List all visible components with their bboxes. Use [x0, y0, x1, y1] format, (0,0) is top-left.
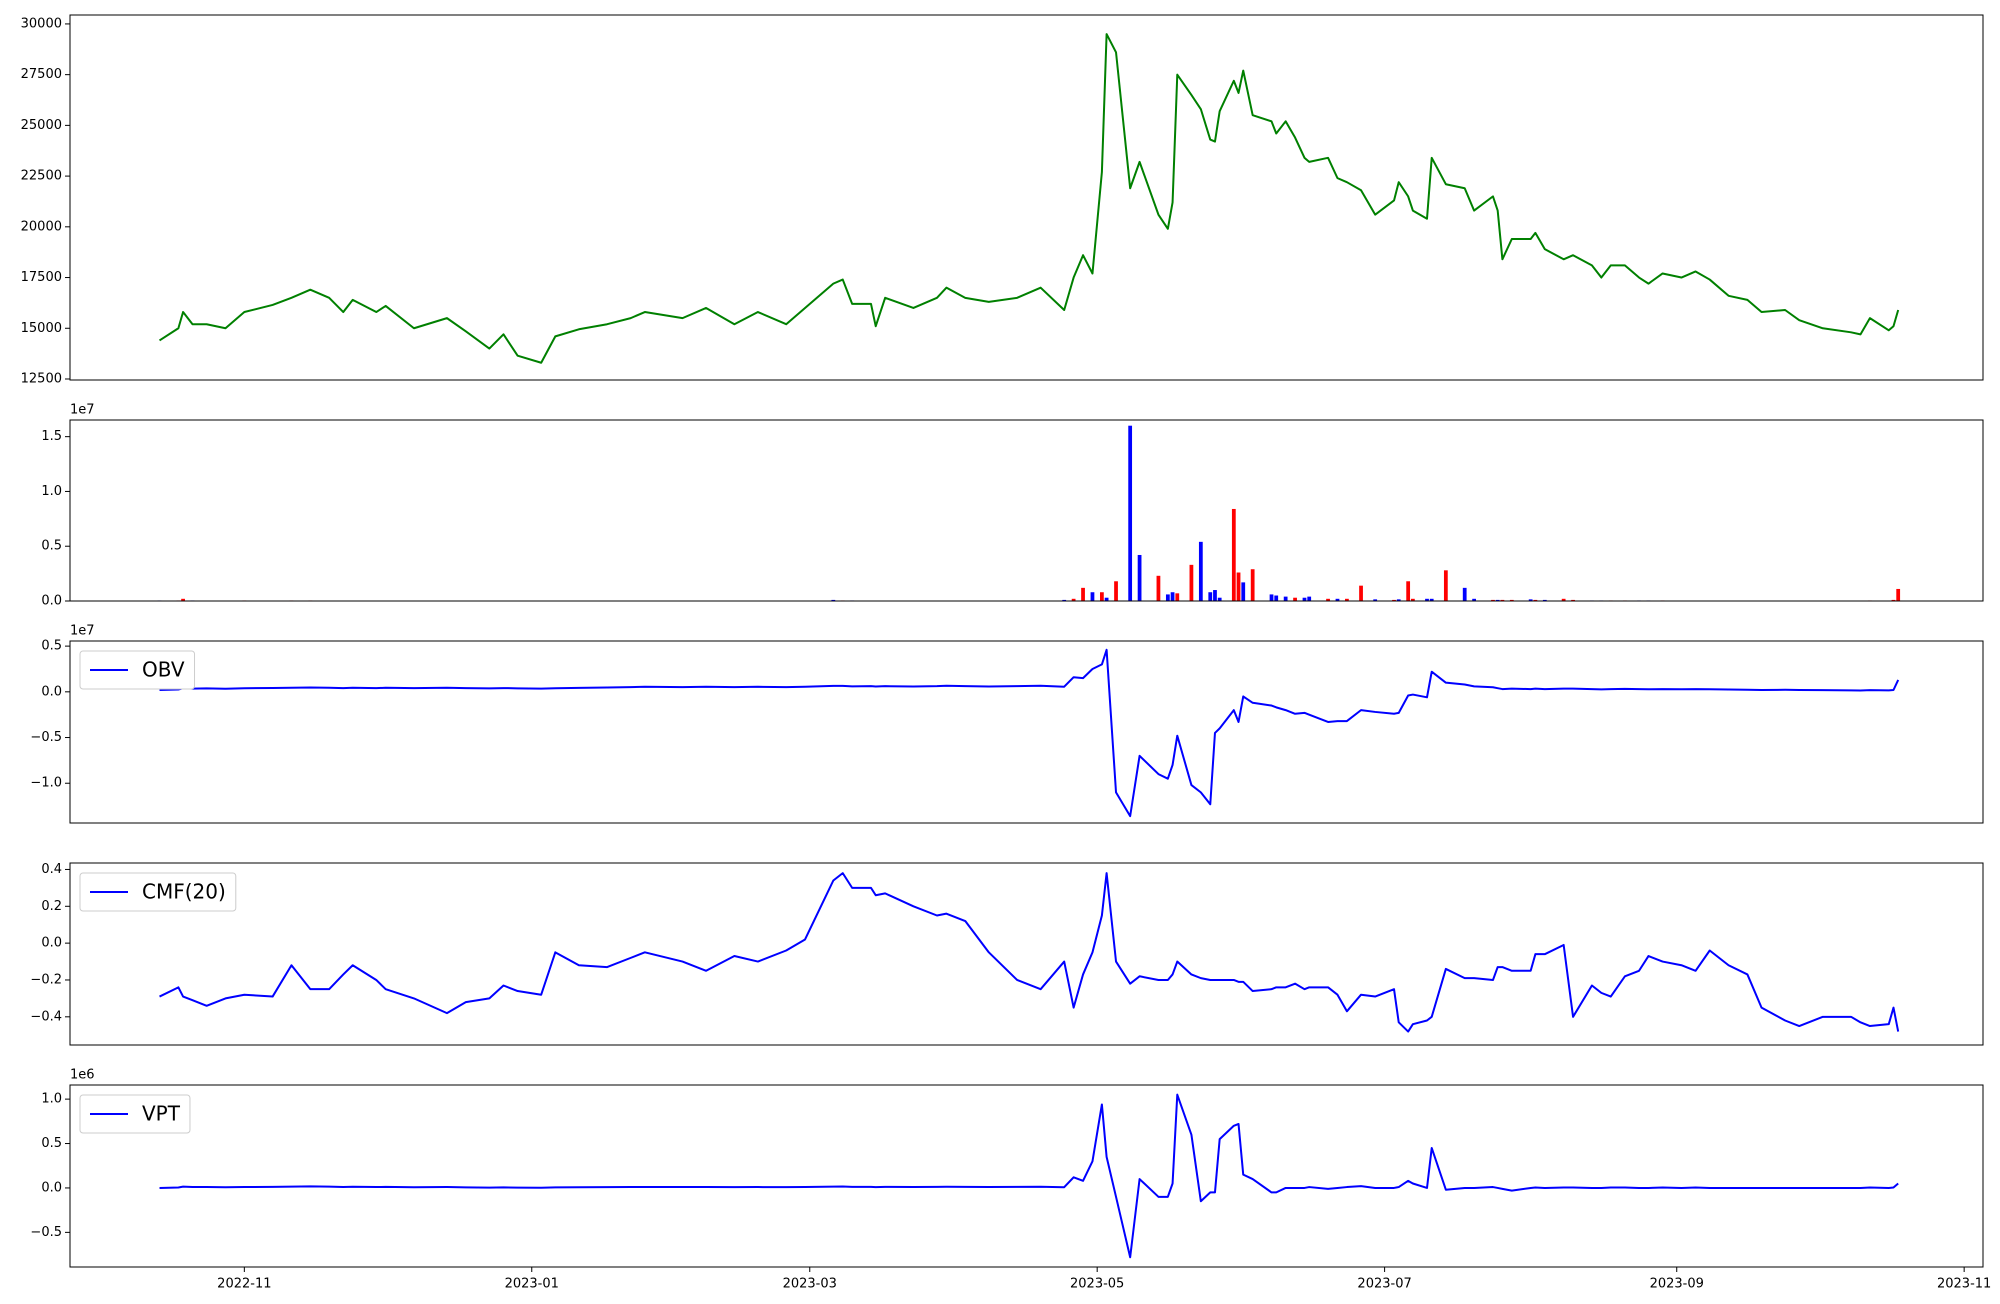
bar — [1157, 576, 1161, 601]
y-tick-label: 25000 — [21, 118, 62, 133]
y-tick-label: 1.0 — [41, 1092, 62, 1107]
bar — [1100, 592, 1104, 601]
bar — [1081, 588, 1085, 601]
y-tick-label: 0.0 — [41, 1180, 62, 1195]
bar — [1213, 590, 1217, 601]
y-tick-label: 20000 — [21, 219, 62, 234]
y-tick-label: 1.0 — [41, 484, 62, 499]
legend-text: CMF(20) — [142, 880, 226, 904]
y-tick-label: 0.5 — [41, 539, 62, 554]
x-tick-label: 2023-03 — [783, 1277, 837, 1292]
bar — [1406, 581, 1410, 601]
bar — [1270, 594, 1274, 601]
y-tick-label: 0.5 — [41, 639, 62, 654]
y-tick-label: 17500 — [21, 270, 62, 285]
y-tick-label: 22500 — [21, 169, 62, 184]
bar — [1199, 542, 1203, 601]
bar — [1166, 594, 1170, 601]
y-tick-label: −0.4 — [30, 1009, 62, 1024]
legend: VPT — [80, 1095, 190, 1133]
y-tick-label: 0.4 — [41, 862, 62, 877]
bar — [1896, 589, 1900, 601]
y-tick-label: 30000 — [21, 16, 62, 31]
x-tick-label: 2023-09 — [1650, 1277, 1704, 1292]
bar — [1463, 588, 1467, 601]
y-offset-label: 1e6 — [70, 1068, 95, 1083]
bar — [1091, 592, 1095, 601]
bar — [1232, 509, 1236, 601]
bar — [1284, 597, 1288, 601]
legend: OBV — [80, 651, 195, 689]
x-tick-label: 2023-05 — [1070, 1277, 1124, 1292]
y-tick-label: 27500 — [21, 67, 62, 82]
y-tick-label: 0.0 — [41, 684, 62, 699]
y-tick-label: −0.5 — [30, 1225, 62, 1240]
x-tick-label: 2023-07 — [1357, 1277, 1411, 1292]
y-tick-label: 0.5 — [41, 1136, 62, 1151]
bar — [1237, 573, 1241, 601]
y-tick-label: 1.5 — [41, 429, 62, 444]
y-tick-label: 0.0 — [41, 936, 62, 951]
legend: CMF(20) — [80, 873, 236, 911]
legend-text: VPT — [142, 1102, 181, 1126]
bar — [1171, 592, 1175, 601]
y-tick-label: −0.5 — [30, 730, 62, 745]
bar — [1190, 565, 1194, 601]
bar — [1251, 569, 1255, 601]
bar — [1274, 596, 1278, 601]
x-tick-label: 2022-11 — [217, 1277, 271, 1292]
y-tick-label: 12500 — [21, 371, 62, 386]
y-tick-label: 0.0 — [41, 594, 62, 609]
legend-text: OBV — [142, 658, 185, 682]
bar — [1359, 586, 1363, 601]
y-tick-label: 15000 — [21, 321, 62, 336]
y-offset-label: 1e7 — [70, 624, 95, 639]
bar — [1307, 597, 1311, 601]
y-tick-label: 0.2 — [41, 899, 62, 914]
y-tick-label: −0.2 — [30, 972, 62, 987]
y-offset-label: 1e7 — [70, 403, 95, 418]
bar — [1241, 582, 1245, 601]
y-tick-label: −1.0 — [30, 776, 62, 791]
bar — [1138, 555, 1142, 601]
bar — [1444, 570, 1448, 601]
bar — [1175, 593, 1179, 601]
x-tick-label: 2023-01 — [505, 1277, 559, 1292]
bar — [1208, 592, 1212, 601]
bar — [1114, 581, 1118, 601]
bar — [1128, 426, 1132, 601]
x-tick-label: 2023-11 — [1937, 1277, 1991, 1292]
